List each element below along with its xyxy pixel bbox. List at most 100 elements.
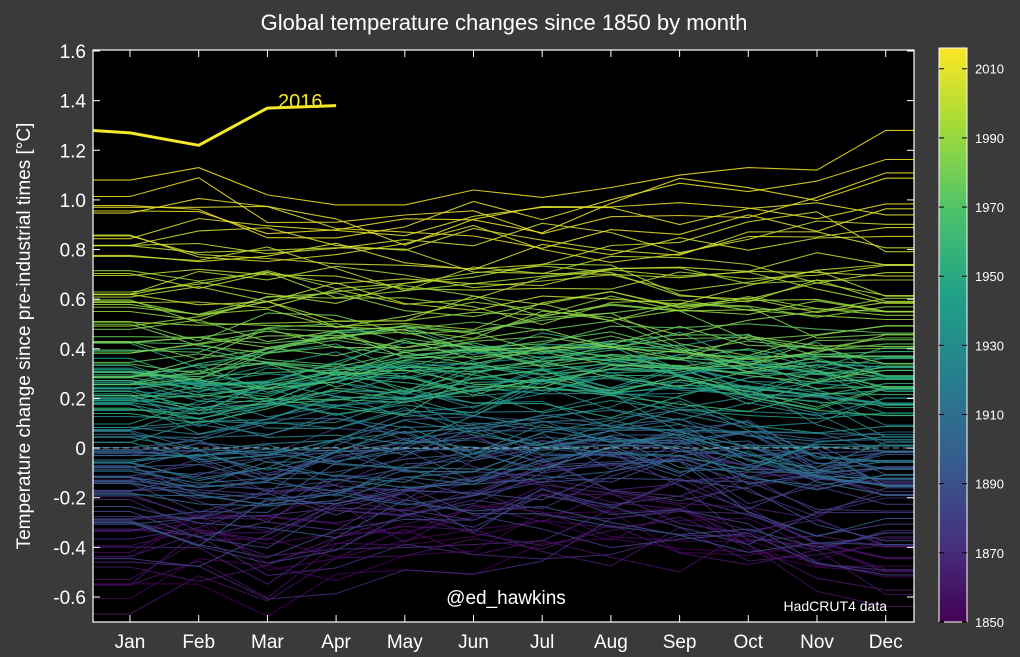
x-axis: Jan Feb Mar Apr May Jun Jul Aug Sep Oct Nov Dec bbox=[115, 50, 903, 653]
x-tick-label-feb: Feb bbox=[182, 632, 215, 653]
series-line-1897 bbox=[93, 417, 914, 486]
series-line-1878 bbox=[93, 434, 914, 510]
series-line-1903 bbox=[93, 421, 914, 488]
colorbar-tick-label: 1910 bbox=[975, 408, 1004, 423]
series-line-1978 bbox=[93, 327, 914, 359]
x-tick-label-apr: Apr bbox=[321, 632, 351, 653]
colorbar-tick-label: 1990 bbox=[975, 131, 1004, 146]
series-line-1920 bbox=[93, 419, 914, 473]
series-line-2006 bbox=[93, 227, 914, 256]
series-line-1917 bbox=[93, 429, 914, 487]
series-line-1864 bbox=[93, 489, 914, 546]
series-line-1905 bbox=[93, 430, 914, 463]
series-line-1856 bbox=[93, 528, 914, 581]
y-tick-label: 0.2 bbox=[60, 389, 86, 410]
series-line-1883 bbox=[93, 487, 914, 576]
series-line-1995 bbox=[93, 286, 914, 322]
y-axis-label: Temperature change since pre-industrial … bbox=[14, 123, 35, 550]
series-line-1986 bbox=[93, 292, 914, 322]
series-line-2010 bbox=[93, 202, 914, 246]
series-line-2012 bbox=[93, 158, 914, 239]
x-tick-label-jan: Jan bbox=[115, 632, 146, 653]
x-tick-label-oct: Oct bbox=[734, 632, 764, 653]
series-line-1960 bbox=[93, 385, 914, 420]
x-tick-label-aug: Aug bbox=[594, 632, 628, 653]
colorbar-tick-label: 1890 bbox=[975, 477, 1004, 492]
colorbar-tick-label: 1950 bbox=[975, 269, 1004, 284]
colorbar-tick-label: 1850 bbox=[975, 615, 1004, 630]
highlight-label-2016: 2016 bbox=[278, 91, 323, 113]
series-line-2014 bbox=[93, 177, 914, 235]
series-line-1985 bbox=[93, 328, 914, 361]
series-line-1975 bbox=[93, 331, 914, 379]
series-line-1944 bbox=[93, 390, 914, 425]
series-line-1913 bbox=[93, 409, 914, 463]
series-line-1932 bbox=[93, 356, 914, 405]
y-tick-label: 0.4 bbox=[60, 340, 87, 361]
series-line-1886 bbox=[93, 450, 914, 501]
credit-text: @ed_hawkins bbox=[446, 588, 566, 609]
series-line-1992 bbox=[93, 267, 914, 299]
series-line-1865 bbox=[93, 478, 914, 585]
series-layer bbox=[93, 129, 914, 617]
series-line-1987 bbox=[93, 297, 914, 340]
series-line-1879 bbox=[93, 485, 914, 571]
series-line-1958 bbox=[93, 369, 914, 424]
series-line-1957 bbox=[93, 329, 914, 390]
series-line-1923 bbox=[93, 419, 914, 471]
series-line-1972 bbox=[93, 345, 914, 386]
colorbar-tick-label: 1930 bbox=[975, 338, 1004, 353]
series-line-1999 bbox=[93, 264, 914, 291]
series-line-2003 bbox=[93, 266, 914, 289]
x-tick-label-jul: Jul bbox=[530, 632, 554, 653]
series-line-1964 bbox=[93, 357, 914, 378]
series-line-1866 bbox=[93, 477, 914, 559]
colorbar-ticks: 2010 1990 1970 1950 1930 1910 1890 1870 1850 bbox=[939, 62, 1004, 630]
y-axis: 1.6 1.4 1.2 1.0 0.8 0.6 0.4 0.2 0 -0.2 -0.4 -0.6 bbox=[53, 42, 914, 609]
colorbar-tick-label: 2010 bbox=[975, 62, 1004, 77]
colorbar-tick-label: 1870 bbox=[975, 546, 1004, 561]
data-source-text: HadCRUT4 data bbox=[784, 598, 888, 614]
series-line-1915 bbox=[93, 417, 914, 453]
series-line-1869 bbox=[93, 510, 914, 600]
series-line-1989 bbox=[93, 295, 914, 326]
series-line-1884 bbox=[93, 446, 914, 496]
series-line-1858 bbox=[93, 524, 914, 615]
series-line-1998 bbox=[93, 265, 914, 304]
y-tick-label: 0 bbox=[75, 439, 86, 460]
series-line-1993 bbox=[93, 291, 914, 331]
series-line-1984 bbox=[93, 331, 914, 361]
series-line-1882 bbox=[93, 489, 914, 559]
highlight-layer bbox=[93, 104, 337, 147]
series-line-1880 bbox=[93, 463, 914, 564]
series-line-2005 bbox=[93, 211, 914, 270]
series-line-2008 bbox=[93, 224, 914, 263]
chart-title: Global temperature changes since 1850 by… bbox=[261, 10, 748, 35]
x-tick-label-sep: Sep bbox=[663, 632, 697, 653]
series-line-1925 bbox=[93, 378, 914, 428]
series-line-1967 bbox=[93, 342, 914, 378]
x-tick-label-mar: Mar bbox=[251, 632, 284, 653]
series-line-2016 bbox=[93, 104, 337, 147]
series-line-1890 bbox=[93, 499, 914, 549]
y-tick-label: 0.6 bbox=[60, 290, 86, 311]
series-line-1911 bbox=[93, 447, 914, 496]
series-line-1868 bbox=[93, 528, 914, 576]
series-line-2001 bbox=[93, 245, 914, 279]
y-tick-label: 1.0 bbox=[60, 191, 86, 212]
y-tick-label: -0.6 bbox=[53, 588, 86, 609]
series-line-2013 bbox=[93, 172, 914, 235]
colorbar bbox=[938, 47, 968, 623]
x-tick-label-nov: Nov bbox=[800, 632, 834, 653]
series-line-2009 bbox=[93, 202, 914, 240]
series-line-1997 bbox=[93, 269, 914, 309]
plot-frame bbox=[92, 49, 915, 623]
series-line-1873 bbox=[93, 476, 914, 521]
series-line-1916 bbox=[93, 424, 914, 483]
series-line-1929 bbox=[93, 386, 914, 431]
series-line-1904 bbox=[93, 458, 914, 507]
series-line-1959 bbox=[93, 358, 914, 411]
y-tick-label: -0.4 bbox=[53, 538, 86, 559]
series-line-1910 bbox=[93, 436, 914, 506]
